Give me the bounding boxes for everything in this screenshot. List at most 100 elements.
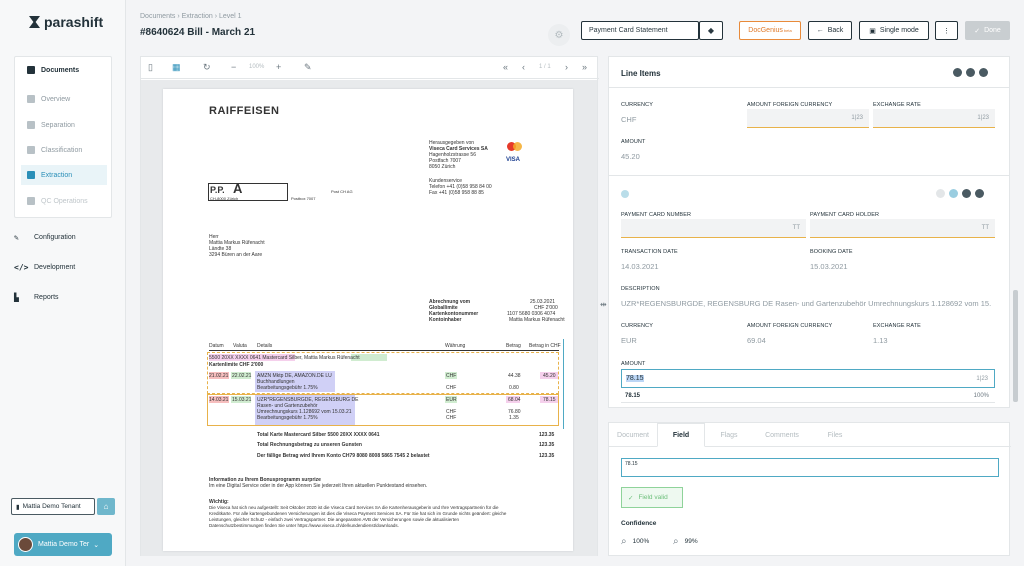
number-type-icon: 1|23 [851, 115, 863, 121]
document-page[interactable]: RAIFFEISEN Herausgegeben von Viseca Card… [163, 89, 573, 551]
back-button[interactable]: ← Back [808, 21, 852, 40]
amount-suggestion[interactable]: 78.15 100% [621, 390, 995, 403]
code-icon: </> [14, 263, 29, 272]
tx2-valuta: 15.03.21 [232, 397, 252, 403]
tab-files[interactable]: Files [827, 431, 843, 439]
afc-label: AMOUNT FOREIGN CURRENCY [747, 102, 833, 108]
description-value[interactable]: UZR*REGENSBURGDE, REGENSBURG DE Rasen- u… [621, 299, 992, 308]
info-icon[interactable] [949, 189, 958, 198]
pp-a: A [233, 181, 243, 196]
info-title: Information zu Ihrem Bonusprogramm surpr… [209, 477, 321, 483]
zoom-out-icon[interactable]: − [231, 62, 237, 72]
done-button[interactable]: ✓ Done [965, 21, 1010, 40]
prev-page-icon[interactable]: ‹ [522, 62, 525, 72]
afc-value[interactable]: 69.04 [747, 336, 766, 345]
document-type-select[interactable]: Payment Card Statement [581, 21, 699, 40]
document-type-label: Payment Card Statement [589, 27, 668, 34]
tenant-bank-button[interactable]: ⌂ [97, 498, 115, 515]
robot-icon[interactable]: ⚙ [548, 24, 570, 46]
file-icon [27, 95, 35, 103]
tab-flags[interactable]: Flags [720, 431, 738, 439]
nav-separation-label: Separation [41, 121, 75, 129]
tx2-currency-chf: CHF [446, 409, 457, 415]
amount-value[interactable]: 45.20 [621, 152, 640, 161]
item-actions [936, 189, 984, 198]
pen-icon[interactable]: ✎ [304, 62, 312, 72]
nav-development-label: Development [34, 264, 76, 271]
nav-overview[interactable]: Overview [21, 89, 107, 109]
highlight-tx1-currency [445, 372, 457, 379]
summary-value: CHF 2'000 [534, 305, 558, 311]
select-area-icon[interactable]: ▦ [172, 62, 181, 72]
rotate-icon[interactable]: ↻ [203, 62, 211, 72]
docgenius-button[interactable]: DocGenius beta [739, 21, 801, 40]
line-item-box-active[interactable] [207, 394, 559, 426]
nav-classification[interactable]: Classification [21, 140, 107, 160]
field-valid-label: Field valid [638, 494, 668, 501]
single-mode-button[interactable]: ▣ Single mode [859, 21, 929, 40]
panel-resize-handle[interactable]: ⇹ [600, 300, 607, 309]
booking-date-value[interactable]: 15.03.2021 [810, 262, 848, 271]
highlight-tx2-foreign [506, 396, 520, 403]
currency-value[interactable]: EUR [621, 336, 637, 345]
magnifier-icon: ⌕ [621, 536, 627, 547]
text-type-icon: TT [981, 225, 989, 231]
amount-input[interactable]: 78.15 1|23 [621, 369, 995, 388]
nav-configuration[interactable]: ✎ Configuration [14, 233, 76, 242]
tx1-valuta: 22.02.21 [232, 373, 252, 379]
total-value: 123.35 [539, 453, 555, 459]
check-circle-icon[interactable] [975, 189, 984, 198]
line-item-box[interactable] [207, 352, 559, 394]
breadcrumb[interactable]: Documents › Extraction › Level 1 [140, 13, 242, 20]
checklist-icon [27, 197, 35, 205]
nav-reports[interactable]: ▙ Reports [14, 293, 59, 302]
tx2-fee-currency: CHF [446, 415, 457, 421]
check-circle-icon[interactable] [979, 68, 988, 77]
wichtig-text: Die Viseca hat sich neu aufgestellt: Sei… [209, 505, 499, 510]
nav-development[interactable]: </> Development [14, 263, 75, 272]
afc-label: AMOUNT FOREIGN CURRENCY [747, 323, 833, 329]
chevron-down-icon: ⌄ [93, 541, 100, 549]
mastercard-icon-2 [513, 142, 522, 151]
last-page-icon[interactable]: » [582, 62, 588, 72]
currency-value[interactable]: CHF [621, 115, 637, 124]
tenant-name: Mattia Demo Tenant [22, 503, 81, 510]
settings-icon[interactable] [962, 189, 971, 198]
logo-text: parashift [44, 14, 104, 30]
logo[interactable]: parashift [29, 14, 103, 30]
first-page-icon[interactable]: « [503, 62, 509, 72]
more-button[interactable]: ⋮ [935, 21, 958, 40]
nav-separation[interactable]: Separation [21, 115, 107, 135]
settings-icon[interactable] [966, 68, 975, 77]
afc-input[interactable]: 1|23 [747, 109, 869, 128]
rate-input[interactable]: 1|23 [873, 109, 995, 128]
field-value-input[interactable]: 78.15 [621, 458, 999, 477]
user-menu[interactable]: Mattia Demo Ter ⌄ [14, 533, 112, 556]
nav-qc-operations[interactable]: QC Operations [21, 191, 107, 211]
rate-value[interactable]: 1.13 [873, 336, 888, 345]
check-icon: ✓ [628, 494, 634, 502]
docgenius-beta: beta [783, 28, 792, 33]
add-item-icon[interactable] [621, 190, 629, 198]
zoom-in-icon[interactable]: + [276, 62, 282, 72]
transaction-date-value[interactable]: 14.03.2021 [621, 262, 659, 271]
sidebar-toggle-icon[interactable]: ▯ [148, 62, 153, 72]
tag-button[interactable]: ◆ [699, 21, 723, 40]
booking-date-label: BOOKING DATE [810, 249, 853, 255]
nav-extraction[interactable]: Extraction [21, 165, 107, 185]
tab-document[interactable]: Document [617, 431, 649, 439]
address-line: Ländte 38 [209, 246, 232, 252]
card-number-input[interactable]: TT [621, 219, 806, 238]
right-panel-scrollbar[interactable] [1013, 290, 1018, 402]
tab-comments[interactable]: Comments [765, 431, 799, 439]
nav-documents[interactable]: Documents [21, 60, 107, 80]
number-type-icon: 1|23 [977, 115, 989, 121]
copy-icon[interactable] [953, 68, 962, 77]
tenant-selector[interactable]: ▮ Mattia Demo Tenant [11, 498, 95, 515]
next-page-icon[interactable]: › [565, 62, 568, 72]
card-holder-input[interactable]: TT [810, 219, 995, 238]
tenant-file-icon: ▮ [16, 503, 20, 511]
sidebar: parashift Documents Overview Separation … [0, 0, 126, 566]
transaction-date-label: TRANSACTION DATE [621, 249, 678, 255]
tab-field[interactable]: Field [657, 423, 705, 447]
